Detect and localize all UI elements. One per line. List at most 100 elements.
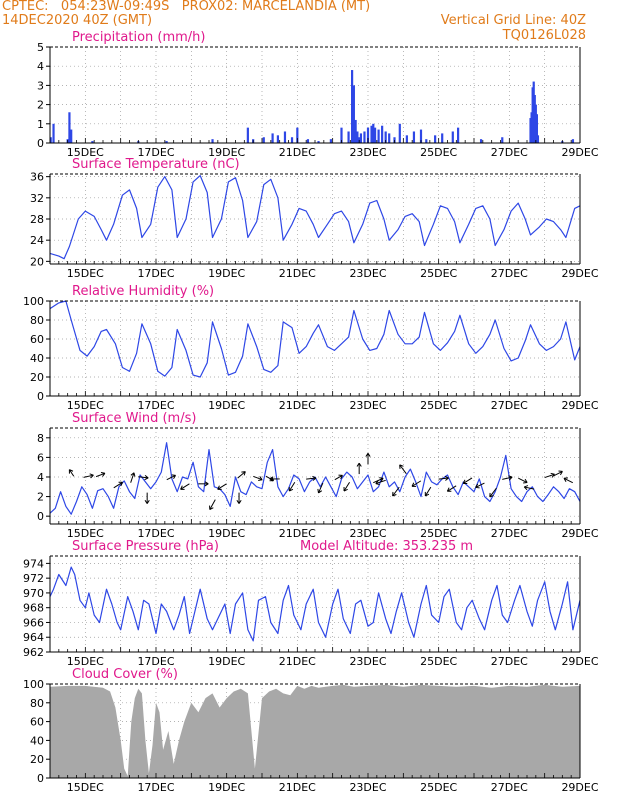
relative-humidity-xtick-label: 17DEC bbox=[137, 399, 174, 412]
precipitation-xtick-label: 15DEC bbox=[67, 146, 104, 159]
wind-vector-head bbox=[462, 479, 468, 484]
surface-wind-ytick-label: 0 bbox=[37, 510, 44, 523]
precipitation-xtick-label: 19DEC bbox=[208, 146, 245, 159]
wind-vector bbox=[553, 470, 563, 477]
precipitation-bar bbox=[425, 139, 428, 143]
surface-temperature-xtick-label: 19DEC bbox=[208, 267, 245, 280]
surface-temperature-xtick-label: 21DEC bbox=[279, 267, 316, 280]
precipitation-bar bbox=[52, 123, 55, 143]
surface-pressure-title: Surface Pressure (hPa) bbox=[72, 539, 219, 554]
wind-vector-head bbox=[180, 485, 185, 490]
cloud-cover-title: Cloud Cover (%) bbox=[72, 667, 178, 682]
precipitation-bar bbox=[68, 112, 71, 143]
precipitation-bar bbox=[354, 119, 357, 143]
precipitation-bar bbox=[370, 125, 373, 143]
relative-humidity-xtick-label: 15DEC bbox=[67, 399, 104, 412]
precipitation-bar bbox=[441, 133, 444, 143]
relative-humidity-xtick-label: 19DEC bbox=[208, 399, 245, 412]
precipitation-bar bbox=[373, 127, 377, 143]
precipitation-bar bbox=[451, 131, 454, 143]
surface-pressure-xtick-label: 23DEC bbox=[349, 655, 386, 668]
relative-humidity-ytick-label: 20 bbox=[30, 371, 44, 384]
precipitation-bar bbox=[296, 127, 299, 143]
surface-pressure-ytick-label: 968 bbox=[23, 602, 44, 615]
precipitation-bar bbox=[366, 127, 370, 143]
relative-humidity-xtick-label: 21DEC bbox=[279, 399, 316, 412]
wind-vector-head bbox=[100, 471, 106, 477]
surface-pressure-xtick-label: 27DEC bbox=[491, 655, 528, 668]
precipitation-bar bbox=[419, 129, 423, 143]
precipitation-bar bbox=[211, 139, 214, 143]
wind-vector-head bbox=[365, 453, 371, 457]
precipitation-bar bbox=[398, 123, 401, 143]
precipitation-bar bbox=[363, 131, 366, 143]
surface-wind-ytick-label: 8 bbox=[37, 432, 44, 445]
wind-vector-head bbox=[424, 491, 430, 497]
precipitation-bar bbox=[434, 135, 437, 143]
surface-temperature-title: Surface Temperature (nC) bbox=[72, 157, 240, 172]
cloud-cover-xtick-label: 27DEC bbox=[491, 781, 528, 794]
wind-vector-head bbox=[204, 481, 209, 487]
wind-vector bbox=[544, 473, 555, 479]
wind-vector bbox=[502, 476, 513, 480]
precipitation-bar bbox=[276, 135, 279, 143]
wind-vector-head bbox=[444, 475, 449, 481]
surface-pressure-ytick-label: 962 bbox=[23, 646, 44, 659]
precipitation-ytick-label: 4 bbox=[37, 60, 44, 73]
wind-vector bbox=[447, 485, 457, 492]
wind-vector bbox=[424, 486, 432, 497]
wind-vector-head bbox=[118, 481, 124, 487]
precipitation-title: Precipitation (mm/h) bbox=[72, 30, 205, 45]
surface-temperature-ytick-label: 36 bbox=[30, 171, 44, 184]
precipitation-bar bbox=[501, 137, 504, 143]
wind-vector bbox=[209, 499, 216, 510]
surface-wind-xtick-label: 19DEC bbox=[208, 527, 245, 540]
wind-vector-head bbox=[558, 470, 563, 476]
wind-vector bbox=[463, 477, 473, 484]
wind-vector bbox=[95, 472, 106, 478]
surface-wind-xtick-label: 17DEC bbox=[137, 527, 174, 540]
wind-vector bbox=[563, 477, 573, 484]
wind-vector-head bbox=[144, 499, 150, 504]
relative-humidity-xtick-label: 27DEC bbox=[491, 399, 528, 412]
precipitation-bar bbox=[340, 127, 343, 143]
precipitation-bar bbox=[329, 139, 332, 143]
precipitation-bar bbox=[536, 135, 540, 143]
wind-vector-head bbox=[269, 476, 274, 482]
wind-vector bbox=[217, 483, 227, 490]
wind-vector-head bbox=[523, 485, 529, 491]
wind-vector-head bbox=[288, 487, 294, 492]
precipitation-ytick-label: 3 bbox=[37, 79, 44, 92]
surface-pressure-ytick-label: 974 bbox=[23, 557, 44, 570]
relative-humidity-ytick-label: 40 bbox=[30, 352, 44, 365]
surface-pressure-ytick-label: 966 bbox=[23, 616, 44, 629]
surface-wind-xtick-label: 15DEC bbox=[67, 527, 104, 540]
wind-vector-head bbox=[241, 471, 246, 476]
precipitation-bar bbox=[283, 131, 287, 143]
surface-wind-ytick-label: 2 bbox=[37, 491, 44, 504]
surface-pressure-ytick-label: 964 bbox=[23, 631, 44, 644]
wind-vector bbox=[130, 472, 135, 483]
wind-vector-head bbox=[375, 480, 380, 486]
wind-vector bbox=[306, 477, 317, 480]
wind-vector-head bbox=[489, 492, 494, 498]
wind-vector bbox=[237, 471, 246, 479]
relative-humidity-ytick-label: 60 bbox=[30, 333, 44, 346]
precipitation-bar bbox=[535, 114, 538, 143]
precipitation-ytick-label: 5 bbox=[37, 41, 44, 54]
surface-wind-xtick-label: 25DEC bbox=[420, 527, 457, 540]
surface-pressure-xtick-label: 29DEC bbox=[561, 655, 598, 668]
wind-vector bbox=[166, 474, 176, 481]
surface-temperature-xtick-label: 29DEC bbox=[561, 267, 598, 280]
wind-vector bbox=[524, 486, 535, 490]
relative-humidity-ytick-label: 100 bbox=[23, 295, 44, 308]
wind-vector-head bbox=[89, 473, 94, 479]
wind-vector bbox=[113, 481, 123, 489]
precipitation-bar bbox=[262, 137, 265, 143]
relative-humidity-series-line bbox=[49, 300, 581, 378]
cloud-cover-ytick-label: 20 bbox=[30, 753, 44, 766]
wind-vector bbox=[138, 476, 149, 479]
cloud-cover-xtick-label: 17DEC bbox=[137, 781, 174, 794]
cloud-cover-xtick-label: 21DEC bbox=[279, 781, 316, 794]
